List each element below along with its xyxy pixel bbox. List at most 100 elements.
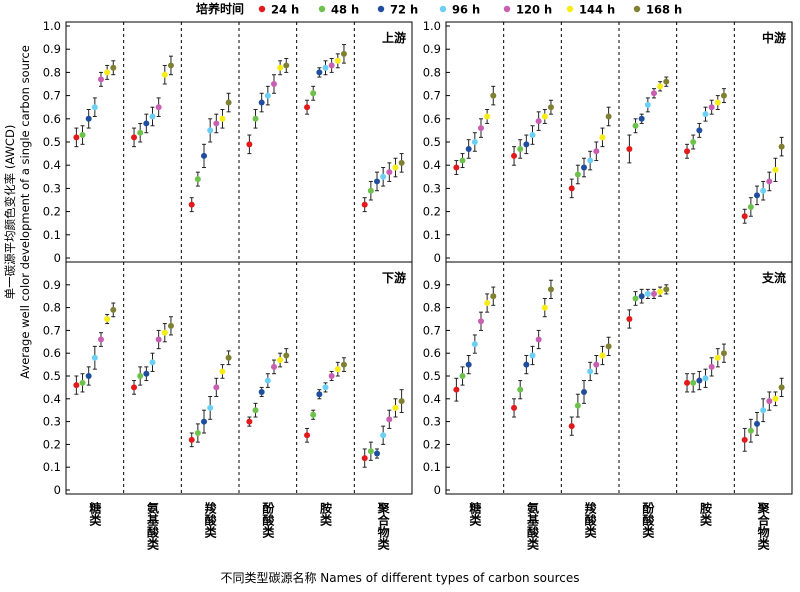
data-point-3-0-3	[626, 316, 633, 322]
y-axis-label-cn: 单一碳源平均颜色变化率 (AWCD)	[3, 125, 17, 300]
y-tick-label-2-8: 0.8	[43, 301, 61, 315]
data-point-1-2-2	[581, 164, 588, 171]
data-point-2-2-3	[258, 388, 265, 395]
data-point-2-5-0	[104, 316, 111, 322]
data-point-0-6-0	[110, 64, 117, 71]
data-point-0-5-0	[104, 69, 111, 76]
y-tick-label-2-5: 0.5	[43, 369, 61, 383]
data-point-0-2-4	[316, 69, 323, 76]
legend-marker-6	[633, 5, 641, 13]
data-point-2-1-3	[252, 407, 259, 414]
y-tick-label-0-1: 0.1	[43, 228, 61, 242]
data-point-1-2-1	[523, 141, 530, 148]
data-point-0-1-3	[252, 115, 259, 122]
category-label-2-0: 糖类	[88, 501, 102, 527]
data-point-3-3-0	[471, 341, 478, 348]
data-point-1-6-3	[663, 78, 670, 85]
data-point-1-0-4	[684, 148, 691, 155]
panel-1: 0 0.1 0.2 0.3 0.4 0.5 0.6 0.7 0.8 0.9 1.0 中游	[423, 19, 793, 265]
data-point-3-2-4	[696, 377, 703, 384]
data-point-3-1-0	[459, 373, 466, 379]
y-tick-label-0-10: 1.0	[43, 19, 61, 33]
data-point-0-5-3	[277, 64, 284, 71]
y-tick-label-0-6: 0.6	[43, 112, 61, 126]
data-point-1-1-1	[517, 145, 524, 152]
data-point-0-2-2	[201, 152, 208, 159]
data-point-1-1-5	[747, 203, 754, 210]
data-point-1-4-5	[766, 178, 773, 185]
data-point-2-0-1	[131, 384, 138, 391]
data-point-2-1-4	[310, 411, 317, 418]
data-point-0-3-1	[149, 113, 156, 120]
data-point-3-0-1	[511, 404, 518, 411]
data-point-2-1-1	[137, 373, 144, 379]
data-point-2-6-3	[283, 352, 290, 359]
data-point-2-4-5	[386, 416, 393, 423]
y-tick-label-3-4: 0.4	[423, 392, 441, 406]
y-tick-label-0-9: 0.9	[43, 42, 61, 56]
category-label-3-0: 糖类	[468, 501, 482, 527]
panel-title-3: 支流	[761, 270, 786, 285]
data-point-1-2-0	[465, 145, 472, 152]
category-label-2-4: 胺类	[319, 501, 333, 527]
data-point-1-6-5	[778, 143, 785, 150]
data-point-3-0-4	[684, 379, 691, 386]
category-label-3-4: 胺类	[699, 501, 713, 527]
data-point-1-0-3	[626, 145, 633, 152]
data-point-0-6-2	[225, 99, 232, 106]
data-point-0-4-1	[155, 104, 162, 111]
data-point-2-0-2	[188, 436, 195, 443]
data-point-3-6-0	[490, 293, 497, 300]
y-tick-label-1-10: 1.0	[423, 19, 441, 33]
y-tick-label-1-3: 0.3	[423, 181, 441, 195]
data-point-2-4-0	[97, 336, 104, 343]
data-point-1-2-3	[638, 115, 645, 122]
data-point-1-3-2	[587, 157, 594, 164]
panel-title-2: 下游	[382, 270, 406, 285]
legend-label-3: 96 h	[452, 3, 480, 17]
legend-label-0: 24 h	[271, 3, 299, 17]
data-point-0-2-0	[85, 115, 92, 122]
panel-title-0: 上游	[382, 30, 406, 45]
data-point-0-5-4	[334, 57, 341, 64]
category-label-3-1: 氨基酸类	[526, 501, 540, 551]
data-point-0-4-2	[213, 120, 220, 127]
data-point-0-0-4	[304, 104, 311, 111]
data-point-3-0-0	[453, 386, 460, 393]
legend-label-6: 168 h	[646, 3, 682, 17]
data-point-3-1-5	[747, 427, 754, 434]
legend-marker-2	[377, 5, 385, 13]
data-point-1-4-3	[650, 90, 657, 97]
data-point-2-3-0	[91, 354, 98, 361]
y-tick-label-1-0: 0	[434, 251, 441, 265]
data-point-0-0-3	[246, 141, 253, 148]
category-label-3-2: 羧酸类	[583, 501, 597, 539]
legend-label-4: 120 h	[516, 3, 552, 17]
data-point-0-3-0	[91, 104, 98, 111]
data-point-1-1-3	[632, 122, 639, 129]
y-tick-label-3-6: 0.6	[423, 346, 441, 360]
y-tick-label-2-2: 0.2	[43, 437, 61, 451]
data-point-2-2-4	[316, 391, 323, 398]
data-point-2-2-1	[143, 370, 150, 377]
data-point-3-5-4	[714, 354, 721, 361]
category-label-3-5: 聚合物类	[756, 502, 770, 551]
y-tick-label-1-1: 0.1	[423, 228, 441, 242]
data-point-1-6-4	[720, 92, 727, 99]
data-point-2-2-5	[374, 450, 381, 457]
data-point-3-2-1	[523, 361, 530, 368]
data-point-3-2-0	[465, 361, 472, 368]
data-point-2-0-3	[246, 418, 253, 425]
data-point-3-5-5	[772, 395, 779, 402]
y-tick-label-2-1: 0.1	[43, 460, 61, 474]
data-point-0-4-4	[328, 62, 335, 69]
y-tick-label-1-9: 0.9	[423, 42, 441, 56]
category-label-2-5: 聚合物类	[376, 502, 390, 551]
data-point-2-5-1	[161, 329, 168, 336]
data-point-1-3-5	[760, 187, 767, 194]
data-point-1-5-5	[772, 166, 779, 173]
data-point-0-5-2	[219, 115, 226, 122]
data-point-1-0-1	[511, 152, 518, 159]
data-point-3-2-2	[581, 388, 588, 395]
data-point-1-6-1	[547, 104, 554, 111]
